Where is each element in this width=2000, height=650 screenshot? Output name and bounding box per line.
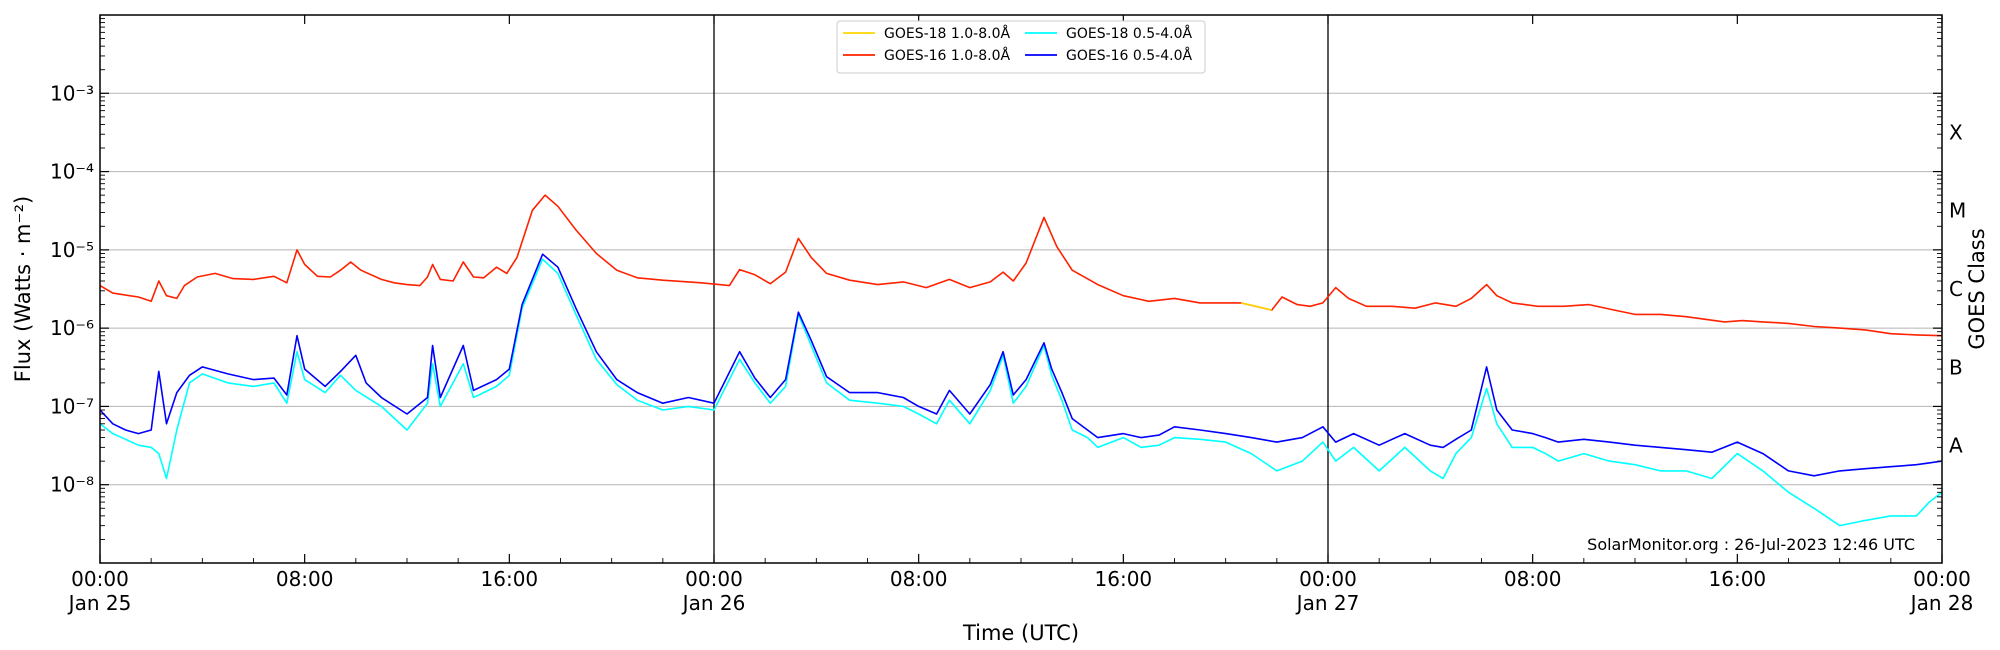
series-line bbox=[1240, 302, 1272, 311]
credit-text: SolarMonitor.org : 26-Jul-2023 12:46 UTC bbox=[1587, 535, 1915, 554]
x-tick-time-label: 00:00 bbox=[1299, 567, 1357, 591]
x-tick-time-label: 08:00 bbox=[276, 567, 334, 591]
x-tick-time-label: 16:00 bbox=[1709, 567, 1767, 591]
y-tick-label: 10⁻³ bbox=[50, 81, 94, 105]
y2-axis-label: GOES Class bbox=[1965, 228, 1989, 349]
x-tick-time-label: 08:00 bbox=[890, 567, 948, 591]
y-tick-label: 10⁻⁴ bbox=[50, 160, 94, 184]
legend-box bbox=[836, 20, 1206, 74]
goes-class-label: B bbox=[1949, 355, 1963, 379]
x-axis-label: Time (UTC) bbox=[962, 621, 1079, 645]
y-axis-ticks: 10⁻³ 10⁻⁴ 10⁻⁵ 10⁻⁶ 10⁻⁷ 10⁻⁸ bbox=[50, 18, 1942, 540]
goes-class-label: X bbox=[1949, 120, 1963, 144]
legend-label: GOES-16 1.0-8.0Å bbox=[884, 47, 1010, 64]
day-boundary-lines bbox=[713, 15, 1329, 563]
goes-class-labels: X M C B A bbox=[1949, 120, 1966, 457]
x-tick-time-label: 00:00 bbox=[71, 567, 129, 591]
x-tick-time-label: 16:00 bbox=[1095, 567, 1153, 591]
series-line bbox=[99, 258, 1943, 527]
gridlines bbox=[100, 92, 1942, 486]
x-tick-time-label: 00:00 bbox=[685, 567, 743, 591]
goes-class-label: A bbox=[1949, 434, 1963, 458]
series-lines bbox=[99, 194, 1943, 527]
goes-class-label: M bbox=[1949, 199, 1966, 223]
legend-label: GOES-18 0.5-4.0Å bbox=[1066, 25, 1192, 42]
x-tick-date-label: Jan 25 bbox=[67, 591, 132, 615]
x-tick-date-label: Jan 26 bbox=[681, 591, 746, 615]
y-tick-label: 10⁻⁵ bbox=[50, 238, 94, 262]
series-line bbox=[99, 253, 1943, 477]
x-tick-time-label: 08:00 bbox=[1504, 567, 1562, 591]
y-tick-label: 10⁻⁶ bbox=[50, 316, 94, 340]
legend-label: GOES-18 1.0-8.0Å bbox=[884, 25, 1010, 42]
x-tick-date-label: Jan 28 bbox=[1909, 591, 1974, 615]
x-tick-date-label: Jan 27 bbox=[1295, 591, 1360, 615]
x-tick-time-label: 00:00 bbox=[1913, 567, 1971, 591]
goes-class-label: C bbox=[1949, 277, 1963, 301]
series-line bbox=[99, 194, 1943, 337]
y-axis-label: Flux (Watts · m⁻²) bbox=[11, 196, 35, 382]
x-tick-time-label: 16:00 bbox=[481, 567, 539, 591]
legend-label: GOES-16 0.5-4.0Å bbox=[1066, 47, 1192, 64]
y-tick-label: 10⁻⁷ bbox=[50, 394, 94, 418]
y-tick-label: 10⁻⁸ bbox=[50, 473, 94, 497]
legend: GOES-18 1.0-8.0Å GOES-16 1.0-8.0Å GOES-18 … bbox=[836, 20, 1206, 74]
